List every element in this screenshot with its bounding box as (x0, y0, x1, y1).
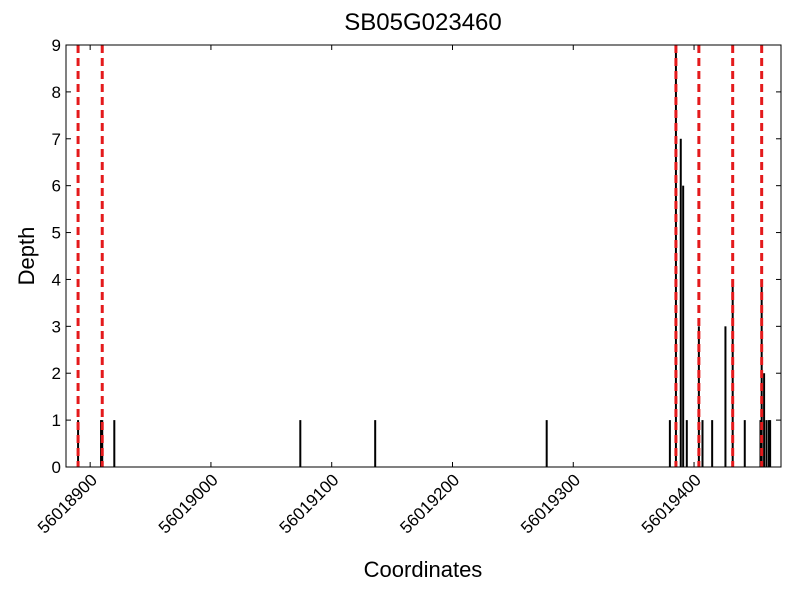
bar (759, 420, 762, 467)
bar (679, 138, 682, 467)
y-tick-label: 7 (52, 130, 61, 149)
bar (711, 420, 714, 467)
y-axis-label: Depth (14, 227, 39, 286)
bar (769, 420, 772, 467)
bar (682, 185, 685, 467)
y-tick-label: 5 (52, 224, 61, 243)
bar (701, 420, 704, 467)
bar (545, 420, 548, 467)
y-tick-label: 8 (52, 83, 61, 102)
bar (113, 420, 116, 467)
y-tick-label: 4 (52, 270, 61, 289)
bar (685, 420, 688, 467)
bar (77, 420, 80, 467)
y-tick-label: 1 (52, 411, 61, 430)
y-tick-label: 3 (52, 317, 61, 336)
y-tick-label: 2 (52, 364, 61, 383)
plot-frame (65, 44, 782, 468)
bar (100, 420, 103, 467)
bar (374, 420, 377, 467)
bar (724, 326, 727, 467)
bar (767, 420, 770, 467)
chart-title: SB05G023460 (344, 9, 501, 36)
bar (743, 420, 746, 467)
y-tick-label: 6 (52, 177, 61, 196)
bar (668, 420, 671, 467)
bar (299, 420, 302, 467)
bar (101, 420, 104, 467)
bar (763, 373, 766, 467)
y-tick-label: 0 (52, 458, 61, 477)
y-tick-label: 9 (52, 36, 61, 55)
bar (765, 420, 768, 467)
x-axis-label: Coordinates (364, 557, 483, 582)
